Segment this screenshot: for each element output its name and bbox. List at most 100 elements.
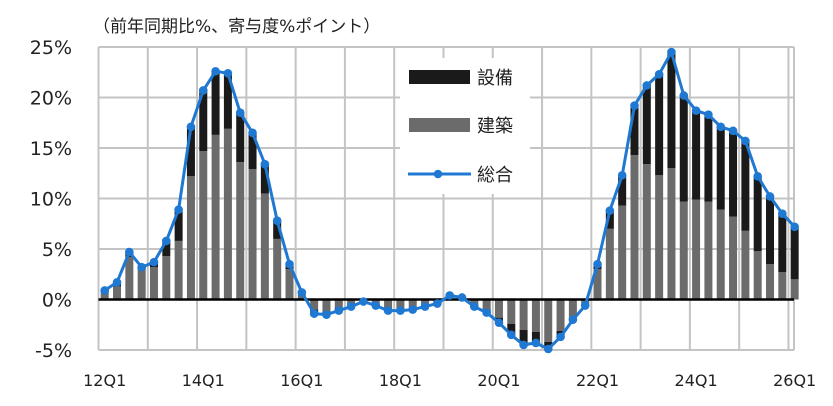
total-marker bbox=[162, 236, 171, 246]
bar-building bbox=[285, 269, 294, 300]
line-series-total bbox=[100, 47, 799, 354]
bar-building bbox=[766, 264, 775, 300]
bar-equipment bbox=[248, 132, 257, 170]
total-marker bbox=[654, 69, 664, 79]
total-marker bbox=[186, 122, 196, 132]
total-marker bbox=[470, 302, 479, 311]
x-tick-label: 18Q1 bbox=[379, 371, 422, 390]
bar-building bbox=[334, 299, 343, 308]
bar-equipment bbox=[716, 126, 725, 210]
bar-equipment bbox=[753, 176, 762, 252]
total-marker bbox=[790, 222, 799, 232]
bar-building bbox=[741, 230, 750, 300]
y-tick-label: 5% bbox=[42, 239, 72, 261]
y-axis: 25% 20% 15% 10% 5% 0% -5% bbox=[30, 37, 72, 362]
legend-label-total: 総合 bbox=[477, 165, 513, 186]
bar-equipment bbox=[790, 226, 799, 280]
total-marker bbox=[383, 306, 393, 315]
total-marker bbox=[420, 302, 430, 311]
y-tick-label: 15% bbox=[30, 138, 72, 160]
bar-equipment bbox=[642, 85, 651, 165]
bar-equipment bbox=[655, 74, 664, 176]
total-marker bbox=[543, 344, 553, 354]
bar-equipment bbox=[741, 140, 750, 231]
bar-building bbox=[544, 299, 553, 342]
total-marker bbox=[506, 330, 516, 340]
legend-swatch-building bbox=[409, 118, 470, 132]
total-marker bbox=[297, 288, 307, 297]
total-marker bbox=[309, 309, 319, 318]
total-marker bbox=[457, 293, 467, 302]
x-tick-label: 14Q1 bbox=[182, 371, 225, 390]
bar-equipment bbox=[174, 209, 183, 241]
bar-building bbox=[630, 155, 639, 300]
bar-building bbox=[100, 292, 109, 300]
legend-swatch-equipment bbox=[409, 70, 470, 84]
bar-equipment bbox=[618, 175, 627, 206]
total-marker bbox=[778, 209, 787, 218]
total-marker bbox=[149, 257, 159, 267]
bar-equipment bbox=[507, 323, 516, 335]
total-marker bbox=[285, 259, 294, 269]
total-marker bbox=[765, 192, 775, 201]
x-tick-label: 16Q1 bbox=[280, 371, 323, 390]
total-marker bbox=[716, 122, 726, 132]
total-marker bbox=[396, 306, 405, 315]
bar-equipment bbox=[692, 110, 701, 200]
total-marker bbox=[408, 305, 418, 314]
total-marker bbox=[198, 86, 208, 95]
legend-label-equipment: 設備 bbox=[477, 68, 513, 89]
bar-building bbox=[519, 299, 528, 330]
total-marker bbox=[112, 278, 122, 287]
total-marker bbox=[580, 301, 590, 310]
x-axis: 12Q1 14Q1 16Q1 18Q1 20Q1 22Q1 24Q1 26Q1 bbox=[83, 371, 816, 390]
legend-item-equipment: 設備 bbox=[409, 68, 513, 89]
x-tick-label: 20Q1 bbox=[477, 371, 520, 390]
bar-equipment bbox=[162, 240, 171, 257]
legend-item-total: 総合 bbox=[408, 165, 513, 186]
x-tick-label: 22Q1 bbox=[576, 371, 619, 390]
bar-building bbox=[692, 199, 701, 300]
bar-building bbox=[729, 216, 738, 300]
total-marker bbox=[359, 297, 368, 306]
y-tick-label: 0% bbox=[42, 290, 72, 312]
bar-building bbox=[778, 272, 787, 300]
bar-building bbox=[655, 175, 664, 300]
y-tick-label: 25% bbox=[30, 37, 72, 59]
total-marker bbox=[235, 108, 245, 117]
total-marker bbox=[260, 159, 270, 169]
bar-equipment bbox=[236, 112, 245, 163]
total-marker bbox=[371, 301, 381, 310]
bar-equipment bbox=[667, 52, 676, 169]
legend-item-building: 建築 bbox=[409, 116, 513, 137]
bar-building bbox=[568, 299, 577, 320]
total-marker bbox=[642, 81, 652, 90]
total-marker bbox=[519, 340, 528, 350]
bar-building bbox=[667, 168, 676, 300]
total-marker bbox=[346, 302, 356, 311]
bar-building bbox=[174, 240, 183, 300]
bar-equipment bbox=[199, 90, 208, 152]
total-marker bbox=[445, 291, 454, 300]
unit-label: （前年同期比%、寄与度%ポイント） bbox=[93, 17, 381, 37]
bar-equipment bbox=[704, 114, 713, 202]
total-marker bbox=[704, 110, 713, 119]
bar-building bbox=[236, 162, 245, 300]
bar-building bbox=[113, 286, 122, 300]
bar-building bbox=[556, 299, 565, 331]
total-marker bbox=[630, 101, 639, 110]
x-tick-label: 24Q1 bbox=[675, 371, 718, 390]
total-marker bbox=[322, 310, 331, 319]
bar-building bbox=[593, 269, 602, 300]
total-marker bbox=[741, 136, 750, 146]
y-tick-label: 20% bbox=[30, 88, 72, 110]
bar-building bbox=[716, 209, 725, 300]
bar-equipment bbox=[519, 329, 528, 345]
total-marker bbox=[753, 171, 762, 181]
bar-building bbox=[186, 176, 195, 300]
total-marker bbox=[211, 66, 220, 76]
total-marker bbox=[174, 205, 183, 214]
total-marker bbox=[667, 47, 676, 57]
x-tick-label: 12Q1 bbox=[83, 371, 126, 390]
bar-building bbox=[494, 299, 503, 318]
